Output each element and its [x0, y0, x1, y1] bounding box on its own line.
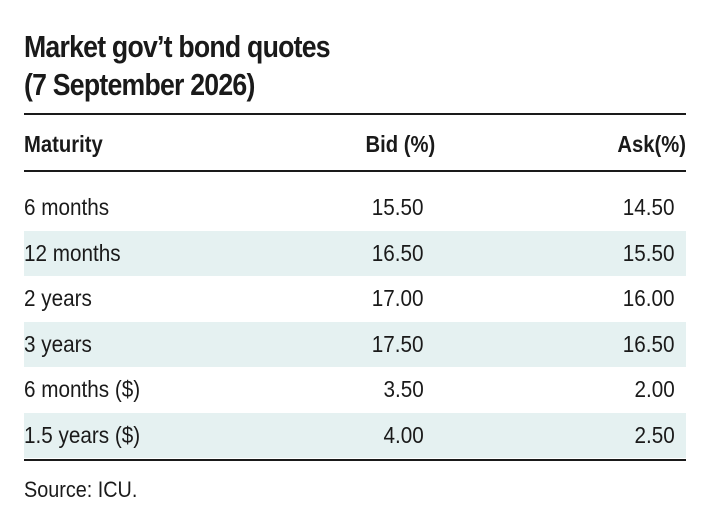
- table-row: 2 years 17.00 16.00: [24, 276, 686, 322]
- table-row: 3 years 17.50 16.50: [24, 321, 686, 367]
- table-title: Market gov’t bond quotes (7 September 20…: [24, 28, 592, 104]
- cell-maturity: 12 months: [24, 239, 121, 266]
- cell-ask: 14.50: [623, 194, 675, 220]
- header-rule: [24, 170, 686, 172]
- cell-bid: 17.50: [372, 330, 424, 357]
- table-row: 6 months 15.50 14.50: [24, 185, 686, 231]
- column-header-maturity: Maturity: [24, 131, 103, 157]
- column-header-bid: Bid (%): [365, 131, 435, 157]
- cell-ask: 16.00: [623, 285, 675, 311]
- cell-maturity: 3 years: [24, 330, 92, 357]
- table-row: 12 months 16.50 15.50: [24, 230, 686, 276]
- table-body: 6 months 15.50 14.50 12 months 16.50 15.…: [24, 185, 686, 458]
- cell-bid: 15.50: [372, 194, 424, 220]
- cell-ask: 2.00: [634, 376, 675, 402]
- source-note: Source: ICU.: [24, 477, 138, 502]
- cell-bid: 16.50: [372, 239, 424, 266]
- cell-maturity: 2 years: [24, 285, 92, 311]
- table-row: 6 months ($) 3.50 2.00: [24, 367, 686, 413]
- cell-maturity: 6 months: [24, 194, 110, 220]
- bottom-rule: [24, 459, 686, 461]
- cell-maturity: 6 months ($): [24, 376, 141, 402]
- table-header: Maturity Bid (%) Ask(%): [24, 126, 686, 162]
- column-header-ask: Ask(%): [617, 131, 686, 157]
- cell-bid: 4.00: [383, 421, 424, 448]
- title-line-1: Market gov’t bond quotes: [24, 29, 331, 64]
- title-line-2: (7 September 2026): [24, 67, 255, 102]
- cell-bid: 17.00: [372, 285, 424, 311]
- table-row: 1.5 years ($) 4.00 2.50: [24, 412, 686, 458]
- cell-ask: 2.50: [634, 421, 675, 448]
- cell-maturity: 1.5 years ($): [24, 421, 141, 448]
- cell-ask: 16.50: [623, 330, 675, 357]
- top-rule: [24, 113, 686, 115]
- cell-bid: 3.50: [383, 376, 424, 402]
- cell-ask: 15.50: [623, 239, 675, 266]
